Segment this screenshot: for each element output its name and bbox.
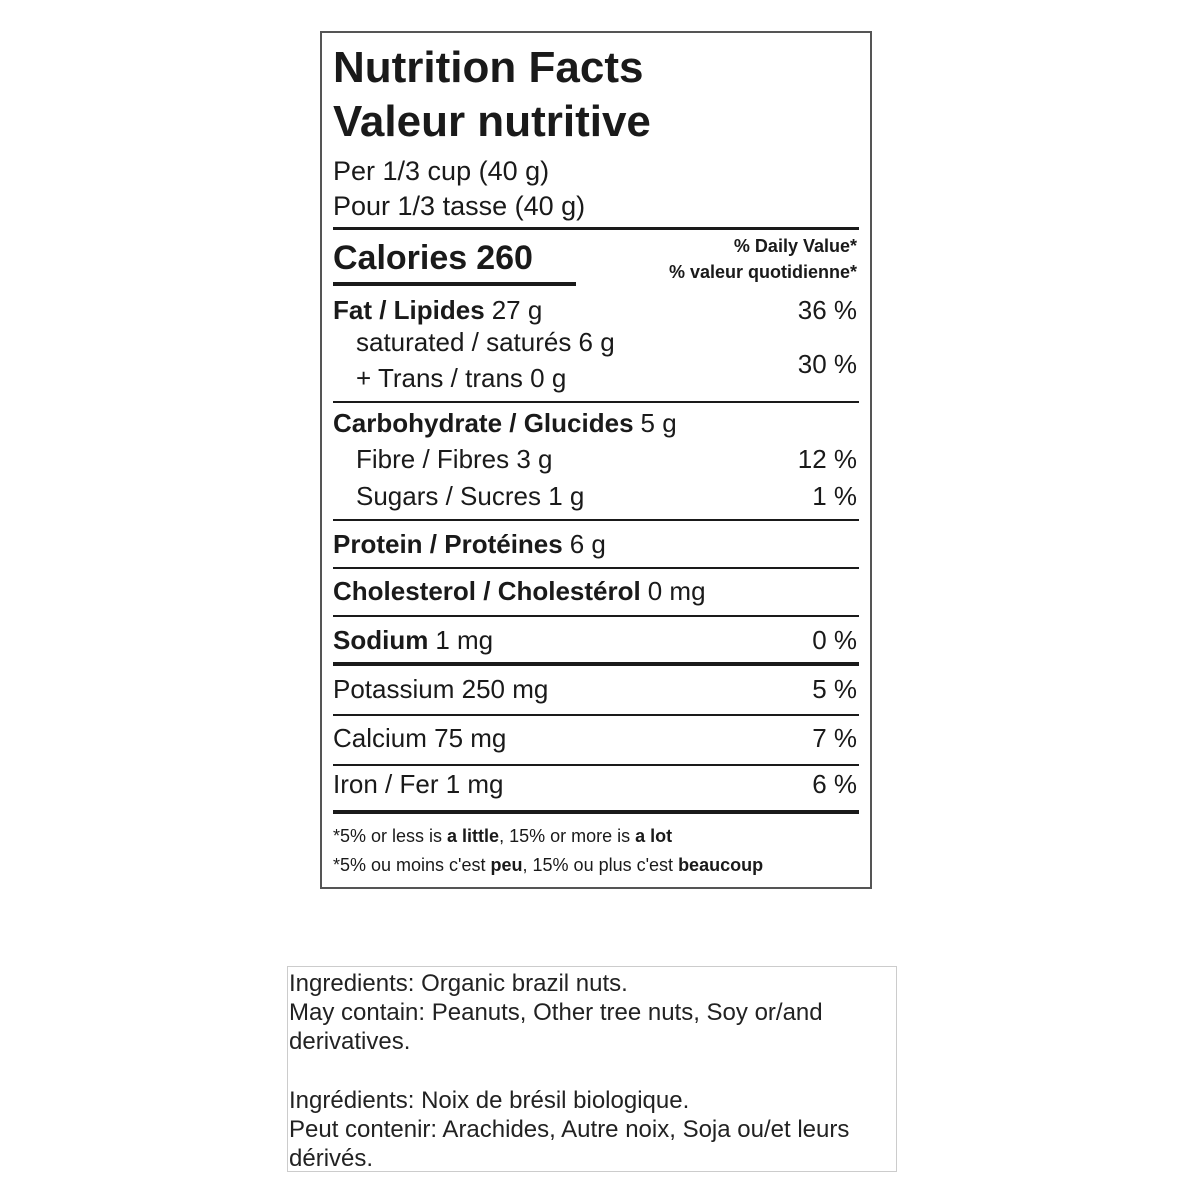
nutrient-amount: 0 mg [647,576,706,607]
serving: Pour 1/3 tasse (40 g) [333,190,586,221]
ingredients-text: Ingredients: Organic brazil nuts. [289,970,628,997]
dv-header: % valeur quotidienne* [668,262,857,283]
daily-value: 36 % [797,295,857,326]
dv-header: % Daily Value* [733,236,857,257]
nutrient-line: Calcium 75 mg [333,723,506,754]
title: Valeur nutritive [333,96,651,146]
nutrient-name: Fibre / Fibres 3 g [356,444,553,475]
nutrient-name: Fat / Lipides [333,295,485,326]
title-line: Nutrition Facts [333,42,643,95]
nutrient-line: Fat / Lipides 27 g [333,295,542,326]
title: Nutrition Facts [333,42,644,92]
dv-cell: 0 % [812,625,857,656]
nutrient-amount: 5 g [640,408,677,439]
daily-value: 5 % [812,674,857,705]
footnote-part: a little [447,826,500,847]
nutrient-line: saturated / saturés 6 g [356,327,615,358]
nutrient-amount: 6 g [569,529,606,560]
dv-line: % Daily Value* [734,236,857,258]
ingredients-box: Ingredients: Organic brazil nuts. May con… [287,966,897,1172]
nutrient-name: Iron / Fer 1 mg [333,769,504,800]
serving-line: Per 1/3 cup (40 g) [333,155,549,187]
ingredients-text: Ingrédients: Noix de brésil biologique. [289,1087,690,1114]
rule [333,401,859,403]
daily-value: 30 % [797,349,857,380]
nutrient-line: Cholesterol / Cholestérol 0 mg [333,576,706,607]
nutrient-line: Protein / Protéines 6 g [333,529,606,560]
nutrient-line: Potassium 250 mg [333,674,548,705]
footnote-part: , 15% or more is [499,826,636,847]
nutrient-name: Sugars / Sucres 1 g [356,481,585,512]
ingredients-text: May contain: Peanuts, Other tree nuts, S… [289,999,823,1055]
footnote-part: *5% ou moins c'est [333,855,491,876]
calories-line: Calories 260 [333,238,533,279]
rule [333,662,859,666]
dv-line: % valeur quotidienne* [669,262,857,284]
daily-value: 0 % [812,625,857,656]
dv-cell: 36 % [798,295,857,326]
dv-cell: 7 % [812,723,857,754]
nutrient-line: Sodium 1 mg [333,625,493,656]
footnote-part: peu [490,855,523,876]
rule [333,282,576,286]
nutrient-name: Sodium [333,625,429,656]
nutrient-name: saturated / saturés 6 g [356,327,615,358]
footnote-part: a lot [635,826,673,847]
ingredients-paragraph: Ingrédients: Noix de brésil biologique. P… [289,1086,896,1173]
rule [333,764,859,766]
nutrient-line: Sugars / Sucres 1 g [356,481,584,512]
nutrition-label [320,31,872,889]
dv-cell: 6 % [812,769,857,800]
nutrient-name: + Trans / trans 0 g [356,363,567,394]
nutrient-amount: 27 g [491,295,543,326]
footnote-part: , 15% ou plus c'est [522,855,679,876]
nutrient-amount: 1 mg [435,625,494,656]
daily-value: 1 % [812,481,857,512]
ingredients-paragraph: Ingredients: Organic brazil nuts. May con… [289,969,896,1056]
dv-cell: 1 % [812,481,857,512]
nutrient-name: Protein / Protéines [333,529,563,560]
footnote-part: *5% or less is [333,826,448,847]
serving: Per 1/3 cup (40 g) [333,155,550,186]
nutrient-name: Potassium 250 mg [333,674,549,705]
nutrient-line: + Trans / trans 0 g [356,363,566,394]
rule [333,615,859,617]
dv-cell: 5 % [812,674,857,705]
daily-value: 6 % [812,769,857,800]
serving-line: Pour 1/3 tasse (40 g) [333,190,585,222]
nutrient-line: Iron / Fer 1 mg [333,769,504,800]
nutrient-line: Carbohydrate / Glucides 5 g [333,408,677,439]
footnote-line: *5% ou moins c'est peu, 15% ou plus c'es… [333,855,763,877]
ingredients-text: Peut contenir: Arachides, Autre noix, So… [289,1116,850,1172]
footnote-line: *5% or less is a little, 15% or more is … [333,826,672,848]
nutrient-name: Cholesterol / Cholestérol [333,576,641,607]
footnote-part: beaucoup [678,855,764,876]
nutrient-name: Carbohydrate / Glucides [333,408,634,439]
rule [333,226,859,230]
calories-label: Calories [333,238,468,277]
calories-value: 260 [476,238,533,277]
title-line: Valeur nutritive [333,96,651,149]
daily-value: 7 % [812,723,857,754]
nutrient-line: Fibre / Fibres 3 g [356,444,553,475]
nutrient-name: Calcium 75 mg [333,723,507,754]
rule [333,519,859,521]
dv-cell: 12 % [798,444,857,475]
dv-cell: 30 % [798,349,857,380]
daily-value: 12 % [797,444,857,475]
rule [333,810,859,814]
rule [333,567,859,569]
rule [333,714,859,716]
